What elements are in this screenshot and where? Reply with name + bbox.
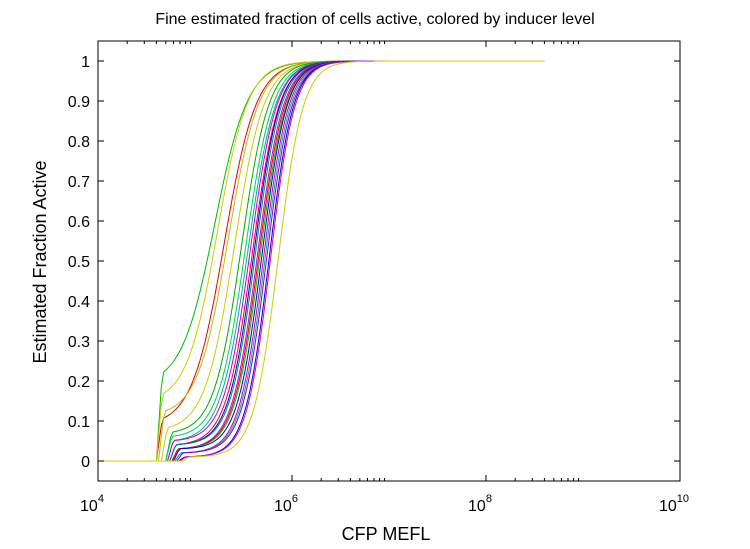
x-tick-label: 108 bbox=[468, 493, 492, 515]
y-tick-label: 0 bbox=[81, 454, 90, 471]
series-line-22 bbox=[98, 60, 545, 462]
y-tick-label: 0.8 bbox=[68, 134, 90, 151]
y-axis-label: Estimated Fraction Active bbox=[30, 160, 50, 363]
plot-area bbox=[98, 41, 680, 481]
chart-title: Fine estimated fraction of cells active,… bbox=[155, 11, 594, 28]
y-tick-label: 0.2 bbox=[68, 374, 90, 391]
x-tick-label: 1010 bbox=[659, 493, 689, 515]
y-tick-label: 0.1 bbox=[68, 414, 90, 431]
y-tick-label: 1 bbox=[81, 54, 90, 71]
y-tick-label: 0.7 bbox=[68, 174, 90, 191]
x-tick-label: 106 bbox=[274, 493, 298, 515]
y-tick-label: 0.6 bbox=[68, 214, 90, 231]
y-axis: 0 0.1 0.2 0.3 0.4 0.5 0.6 0.7 0.8 0.9 1 bbox=[68, 54, 680, 471]
x-axis-label: CFP MEFL bbox=[342, 524, 431, 544]
x-tick-label: 104 bbox=[80, 493, 104, 515]
y-tick-label: 0.5 bbox=[68, 254, 90, 271]
series-layer bbox=[98, 60, 545, 462]
x-axis: 104 106 108 1010 bbox=[80, 41, 689, 515]
y-tick-label: 0.3 bbox=[68, 334, 90, 351]
y-tick-label: 0.9 bbox=[68, 94, 90, 111]
y-tick-label: 0.4 bbox=[68, 294, 90, 311]
